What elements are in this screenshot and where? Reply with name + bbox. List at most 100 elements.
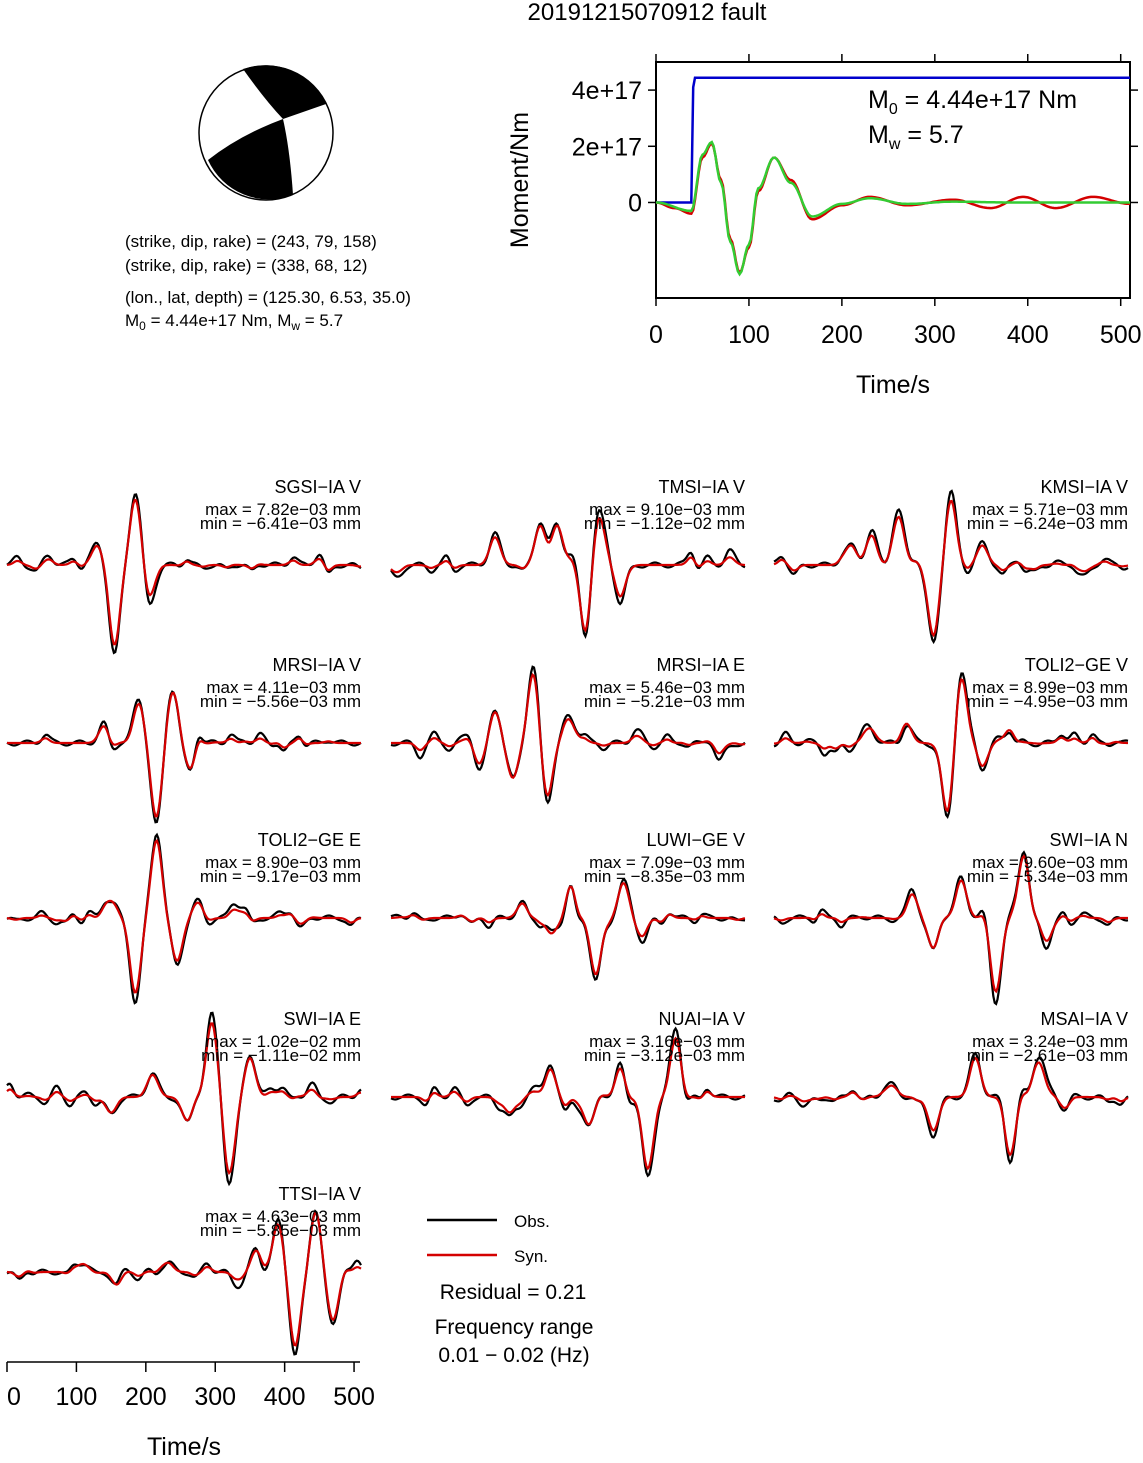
synthetic-waveform — [773, 854, 1128, 994]
station-max-amplitude: max = 3.24e−03 mm — [972, 1032, 1128, 1051]
station-name: TMSI−IA V — [658, 477, 745, 497]
station-name: KMSI−IA V — [1040, 477, 1128, 497]
moment-x-tick-label: 100 — [728, 321, 770, 349]
station-min-amplitude: min = −1.11e−02 mm — [201, 1046, 361, 1065]
frequency-range-value: 0.01 − 0.02 (Hz) — [438, 1344, 589, 1367]
station-name: SGSI−IA V — [274, 477, 361, 497]
synthetic-waveform — [774, 677, 1128, 813]
moment-function-panel: 0 2e+17 4e+17 0 100 200 300 400 500 Moment/Nm Ti… — [506, 54, 1142, 399]
station-min-amplitude: min = −6.24e−03 mm — [967, 514, 1128, 533]
synthetic-waveform — [391, 1036, 745, 1171]
synthetic-waveform — [6, 498, 361, 646]
station-max-amplitude: max = 5.46e−03 mm — [589, 678, 745, 697]
moment-plot-frame — [655, 61, 1131, 299]
station-name: MRSI−IA V — [272, 655, 361, 675]
moment-x-tick-label: 200 — [821, 321, 863, 349]
station-name: SWI−IA E — [283, 1009, 361, 1029]
waveform-x-tick-label: 400 — [264, 1383, 306, 1411]
hypocenter-location: (lon., lat, depth) = (125.30, 6.53, 35.0… — [125, 288, 411, 307]
station-max-amplitude: max = 4.11e−03 mm — [206, 678, 361, 697]
moment-series-group — [655, 76, 1131, 277]
station-max-amplitude: max = 4.63e−03 mm — [205, 1207, 361, 1226]
nodal-plane-2: (strike, dip, rake) = (338, 68, 12) — [125, 256, 367, 275]
cumulative-moment-line — [656, 76, 1130, 204]
station-max-amplitude: max = 9.10e−03 mm — [589, 500, 745, 519]
station-name: NUAI−IA V — [658, 1009, 745, 1029]
synthetic-waveform — [6, 1022, 362, 1176]
beachball-compression-quadrant-ne — [243, 65, 326, 119]
moment-rate-line — [655, 141, 1131, 275]
synthetic-waveform — [390, 882, 746, 976]
moment-annotation-m0: M0 = 4.44e+17 Nm — [868, 86, 1077, 118]
mechanism-info: (strike, dip, rake) = (243, 79, 158) (st… — [125, 232, 411, 333]
moment-annotation-mw: Mw = 5.7 — [868, 121, 964, 153]
station-min-amplitude: min = −5.85e−03 mm — [200, 1221, 361, 1240]
station-name: TTSI−IA V — [278, 1184, 361, 1204]
beachball-compression-quadrant-sw — [208, 119, 293, 200]
station-min-amplitude: min = −3.12e−03 mm — [584, 1046, 745, 1065]
waveform-legend: Obs. Syn. Residual = 0.21 Frequency rang… — [427, 1212, 593, 1367]
synthetic-waveform — [6, 838, 362, 994]
station-max-amplitude: max = 7.82e−03 mm — [205, 500, 361, 519]
station-name: MRSI−IA E — [656, 655, 745, 675]
station-name: TOLI2−GE V — [1025, 655, 1128, 675]
synthetic-waveform — [773, 1056, 1129, 1157]
frequency-range-title: Frequency range — [435, 1316, 594, 1339]
synthetic-waveform — [391, 672, 746, 798]
waveform-x-tick-label: 100 — [56, 1383, 98, 1411]
station-min-amplitude: min = −5.56e−03 mm — [200, 692, 361, 711]
waveform-x-tick-label: 200 — [125, 1383, 167, 1411]
moment-magnitude-line: M0 = 4.44e+17 Nm, Mw = 5.7 — [125, 311, 343, 333]
moment-rate-fit-line — [656, 140, 1130, 277]
moment-x-tick-label: 0 — [649, 321, 663, 349]
synthetic-waveform — [7, 691, 361, 818]
moment-x-tick-label: 400 — [1007, 321, 1049, 349]
figure-title: 20191215070912 fault — [528, 0, 767, 26]
moment-y-tick-label: 0 — [628, 189, 642, 217]
station-min-amplitude: min = −2.61e−03 mm — [967, 1046, 1128, 1065]
station-max-amplitude: max = 8.90e−03 mm — [205, 853, 361, 872]
station-name: MSAI−IA V — [1040, 1009, 1128, 1029]
moment-y-tick-label: 2e+17 — [572, 133, 642, 161]
legend-observed-label: Obs. — [514, 1212, 550, 1231]
waveform-time-axis: Time/s 0 100 200 300 400 500 — [6, 1361, 375, 1461]
station-min-amplitude: min = −5.21e−03 mm — [584, 692, 745, 711]
station-max-amplitude: max = 3.16e−03 mm — [589, 1032, 745, 1051]
residual-label: Residual = 0.21 — [440, 1281, 587, 1304]
station-max-amplitude: max = 1.02e−02 mm — [205, 1032, 361, 1051]
station-max-amplitude: max = 8.99e−03 mm — [972, 678, 1128, 697]
waveform-x-tick-label: 0 — [7, 1383, 21, 1411]
station-min-amplitude: min = −5.34e−03 mm — [967, 867, 1128, 886]
station-max-amplitude: max = 5.71e−03 mm — [972, 500, 1128, 519]
waveform-x-axis-label: Time/s — [147, 1433, 221, 1458]
station-name: LUWI−GE V — [646, 830, 745, 850]
legend-synthetic-label: Syn. — [514, 1247, 548, 1266]
observed-waveform — [390, 665, 746, 805]
moment-y-axis-label: Moment/Nm — [506, 112, 534, 248]
waveform-x-tick-label: 500 — [333, 1383, 375, 1411]
station-min-amplitude: min = −8.35e−03 mm — [584, 867, 745, 886]
observed-waveform — [773, 1051, 1129, 1165]
synthetic-waveform — [6, 1211, 362, 1347]
station-max-amplitude: max = 7.09e−03 mm — [589, 853, 745, 872]
synthetic-waveform — [390, 517, 746, 633]
moment-x-axis-label: Time/s — [856, 371, 930, 399]
moment-y-tick-label: 4e+17 — [572, 77, 642, 105]
station-min-amplitude: min = −1.12e−02 mm — [584, 514, 745, 533]
station-name: SWI−IA N — [1049, 830, 1128, 850]
station-name: TOLI2−GE E — [258, 830, 361, 850]
